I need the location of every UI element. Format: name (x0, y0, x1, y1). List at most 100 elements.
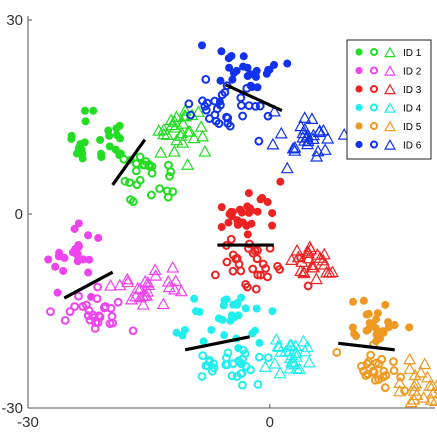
data-point-open-circle (162, 186, 172, 196)
data-point-open-triangle (297, 266, 311, 279)
data-point-filled-circle (228, 75, 237, 84)
legend-entry: ID 4 (355, 102, 422, 115)
data-point-open-circle (223, 113, 233, 123)
data-point-open-circle (186, 110, 196, 120)
data-point-filled-circle (264, 65, 273, 74)
data-point-open-circle (132, 180, 142, 190)
data-point-open-circle (126, 195, 135, 205)
data-point-open-triangle (287, 357, 302, 370)
data-point-filled-circle (111, 145, 120, 154)
data-point-open-triangle (288, 144, 302, 156)
legend-marker-open-triangle (384, 46, 396, 58)
data-point-open-triangle (322, 266, 336, 278)
data-point-open-circle (207, 366, 217, 376)
data-point-open-circle (389, 357, 398, 367)
data-point-filled-circle (51, 262, 60, 271)
data-point-open-circle (168, 187, 178, 197)
data-point-open-triangle (404, 395, 418, 408)
data-point-filled-circle (263, 198, 272, 207)
data-point-open-circle (222, 257, 232, 267)
legend-marker-open-circle (370, 48, 378, 56)
data-point-open-circle (380, 383, 390, 393)
data-point-open-circle (374, 375, 384, 384)
data-point-filled-circle (242, 221, 251, 230)
separator-line (184, 335, 250, 352)
data-point-open-circle (128, 326, 138, 336)
legend-entry: ID 5 (355, 120, 422, 133)
legend-marker-filled-circle (355, 122, 363, 130)
data-point-open-triangle (191, 105, 205, 117)
data-point-open-triangle (300, 340, 314, 352)
series-2 (44, 219, 188, 336)
data-point-open-triangle (156, 297, 170, 310)
data-point-filled-circle (112, 131, 121, 140)
data-point-open-triangle (424, 393, 437, 405)
data-point-open-triangle (408, 368, 422, 381)
data-point-open-triangle (296, 334, 310, 347)
legend-marker-open-circle (370, 140, 378, 149)
data-point-open-triangle (154, 145, 168, 158)
legend-marker-open-triangle (384, 139, 396, 150)
legend-marker-filled-circle (355, 85, 363, 93)
data-point-filled-circle (81, 117, 90, 126)
data-point-open-triangle (273, 366, 287, 379)
data-point-open-circle (250, 246, 260, 256)
legend-entry: ID 6 (355, 139, 422, 152)
data-point-open-triangle (175, 126, 189, 139)
series-6 (184, 41, 351, 174)
data-point-open-circle (396, 372, 405, 382)
data-point-filled-circle (379, 328, 388, 337)
data-point-open-circle (275, 265, 285, 274)
separator-line (111, 138, 147, 186)
data-point-open-triangle (121, 275, 135, 288)
data-point-open-triangle (425, 379, 437, 391)
data-point-open-circle (236, 359, 246, 369)
data-point-open-triangle (267, 104, 281, 117)
data-point-open-circle (254, 352, 264, 362)
legend-marker-filled-circle (355, 140, 363, 149)
data-point-open-circle (238, 111, 248, 121)
data-point-filled-circle (89, 106, 98, 115)
legend-marker-filled-circle (355, 103, 363, 112)
data-point-open-triangle (166, 260, 180, 273)
data-point-open-triangle (274, 126, 288, 139)
data-point-open-triangle (152, 124, 166, 136)
data-point-open-triangle (403, 362, 417, 374)
data-point-open-triangle (168, 115, 182, 127)
data-point-open-triangle (266, 137, 280, 150)
data-point-open-triangle (196, 129, 210, 142)
data-point-open-triangle (309, 272, 323, 285)
data-point-filled-circle (349, 297, 358, 306)
data-point-open-circle (92, 294, 102, 303)
data-point-open-triangle (393, 384, 407, 397)
data-point-open-circle (113, 297, 123, 307)
data-point-filled-circle (191, 307, 200, 316)
data-point-open-circle (231, 254, 241, 264)
data-point-filled-circle (250, 326, 259, 335)
data-point-open-circle (184, 99, 194, 109)
data-point-open-circle (135, 152, 145, 162)
data-point-open-triangle (169, 110, 183, 123)
data-point-open-circle (74, 291, 83, 301)
legend-label: ID 1 (403, 48, 422, 59)
separator-line (224, 83, 283, 112)
data-point-open-triangle (176, 136, 190, 148)
data-point-filled-circle (253, 207, 262, 216)
data-point-filled-circle (78, 154, 87, 163)
data-point-open-circle (131, 166, 141, 176)
data-point-open-circle (214, 119, 224, 128)
data-point-open-circle (254, 136, 264, 146)
data-point-filled-circle (245, 208, 254, 217)
data-point-open-circle (255, 101, 265, 111)
data-point-filled-circle (217, 223, 226, 232)
data-point-open-triangle (302, 251, 316, 264)
data-point-open-triangle (418, 357, 432, 370)
data-point-open-triangle (148, 263, 162, 275)
data-point-filled-circle (217, 47, 226, 56)
legend-label: ID 4 (403, 104, 422, 115)
data-point-filled-circle (198, 41, 207, 50)
data-point-open-triangle (407, 384, 421, 396)
data-point-filled-circle (405, 323, 414, 332)
legend-marker-open-circle (370, 122, 378, 130)
